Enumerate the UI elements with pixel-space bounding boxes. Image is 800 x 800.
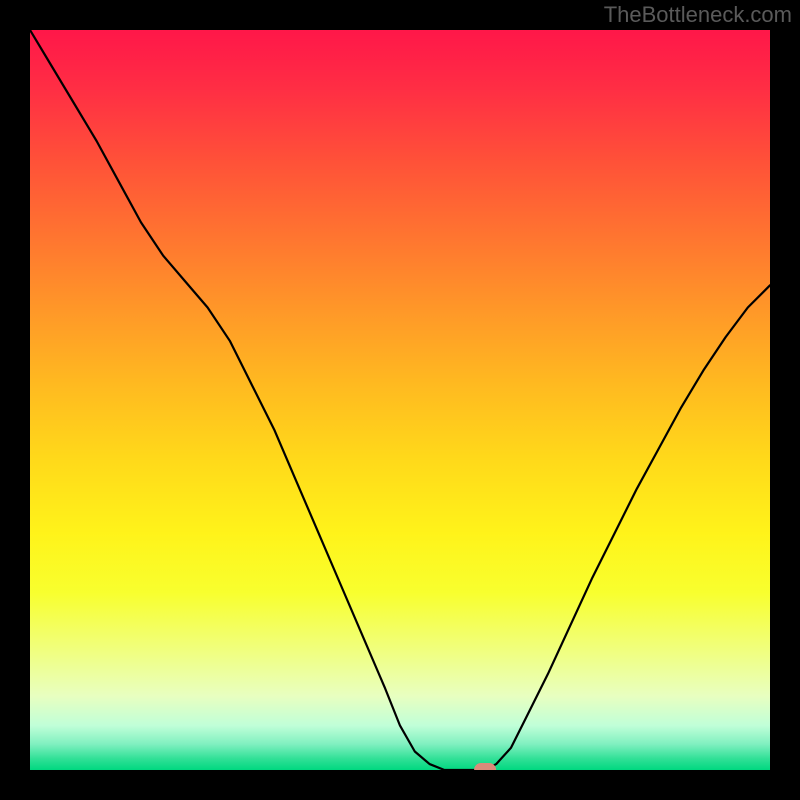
bottleneck-chart bbox=[30, 30, 770, 770]
chart-background bbox=[30, 30, 770, 770]
chart-svg bbox=[30, 30, 770, 770]
watermark-text: TheBottleneck.com bbox=[604, 2, 792, 28]
